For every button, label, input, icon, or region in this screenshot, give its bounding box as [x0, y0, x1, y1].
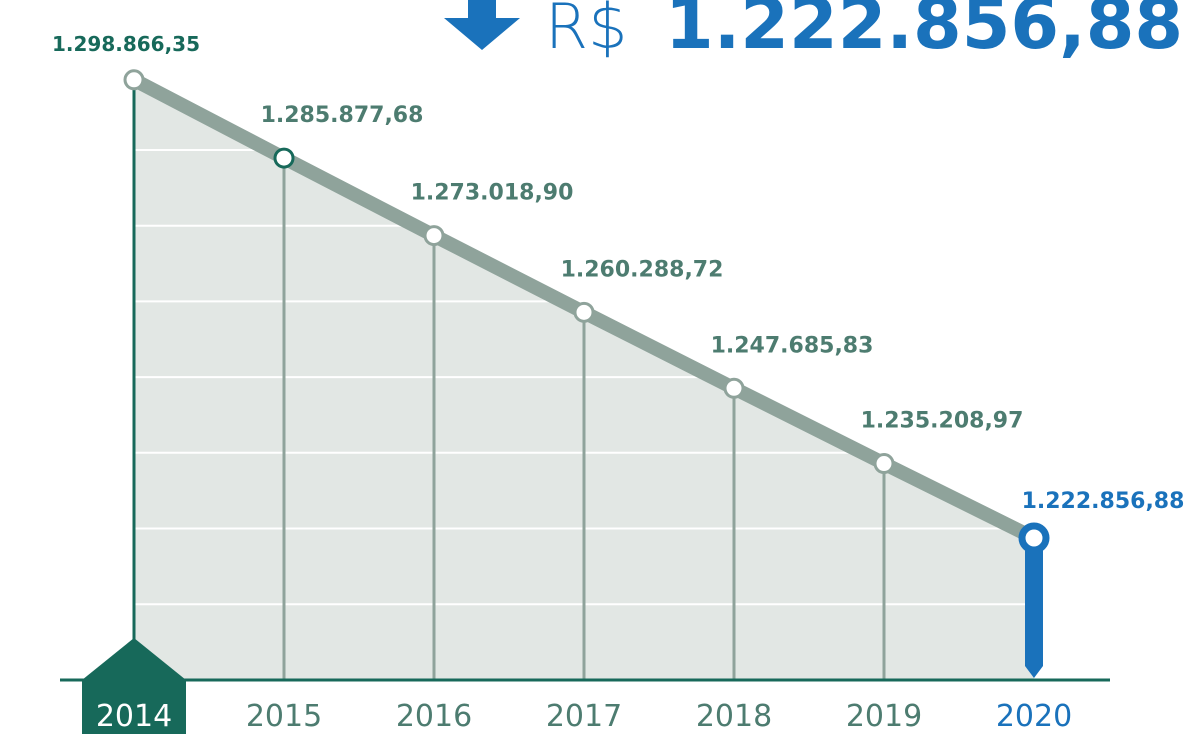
marker — [273, 147, 295, 169]
marker — [123, 69, 145, 91]
drop-bar — [1025, 537, 1043, 678]
marker — [573, 301, 595, 323]
value-label: 1.273.018,90 — [411, 181, 574, 206]
value-label: 1.260.288,72 — [561, 257, 724, 282]
x-tick-label: 2015 — [246, 699, 322, 734]
value-label: 1.247.685,83 — [711, 333, 874, 358]
marker — [423, 225, 445, 247]
value-label: 1.235.208,97 — [861, 409, 1024, 434]
x-tick-label: 2017 — [546, 699, 622, 734]
marker — [1018, 522, 1050, 554]
value-label: 1.285.877,68 — [261, 103, 424, 128]
start-tab — [82, 638, 186, 734]
down-arrow — [444, 0, 520, 50]
x-tick-label: 2018 — [696, 699, 772, 734]
x-tick-label: 2020 — [996, 699, 1072, 734]
x-tick-label: 2016 — [396, 699, 472, 734]
x-tick-label: 2019 — [846, 699, 922, 734]
marker — [873, 453, 895, 475]
value-label: 1.298.866,35 — [52, 32, 200, 56]
x-tick-label: 2014 — [96, 699, 172, 734]
value-label: 1.222.856,88 — [1022, 489, 1185, 514]
marker — [723, 377, 745, 399]
currency: R$ — [545, 0, 628, 63]
headline: 1.222.856,88 — [665, 0, 1183, 65]
